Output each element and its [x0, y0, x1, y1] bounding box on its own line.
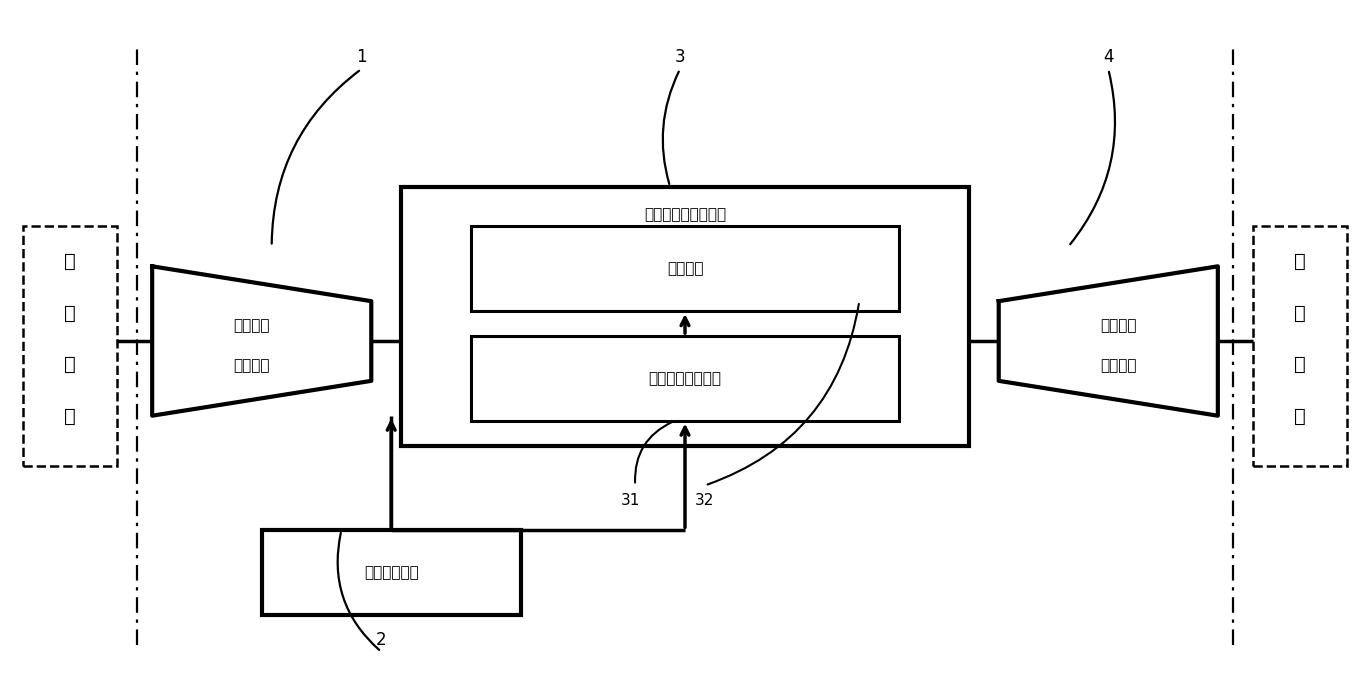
Text: 分: 分 [1295, 304, 1306, 322]
Bar [1252, 226, 1347, 466]
Text: 3: 3 [674, 48, 685, 66]
Text: 输: 输 [64, 355, 75, 375]
Text: 差: 差 [1295, 252, 1306, 271]
Bar [471, 336, 899, 421]
Text: 时钟处理单元: 时钟处理单元 [364, 565, 419, 580]
Text: 入: 入 [64, 407, 75, 426]
Text: 32: 32 [695, 493, 715, 508]
Text: 1: 1 [356, 48, 367, 66]
Text: 输: 输 [1295, 355, 1306, 375]
Bar [401, 187, 969, 446]
Text: 分: 分 [64, 304, 75, 322]
Text: 31: 31 [621, 493, 640, 508]
Bar [262, 530, 521, 615]
Polygon shape [999, 266, 1218, 416]
Text: 4: 4 [1103, 48, 1114, 66]
Text: 压缓冲器: 压缓冲器 [233, 358, 270, 373]
Bar [23, 226, 118, 466]
Polygon shape [152, 266, 371, 416]
Text: 压缓冲器: 压缓冲器 [1100, 358, 1137, 373]
Text: 差: 差 [64, 252, 75, 271]
Text: 第一级电: 第一级电 [233, 318, 270, 333]
Text: 第二级电: 第二级电 [1100, 318, 1137, 333]
Text: 电压自举单元电路: 电压自举单元电路 [648, 371, 722, 386]
Text: 2: 2 [375, 631, 386, 649]
Bar [471, 226, 899, 311]
Text: 采样开关电容子电路: 采样开关电容子电路 [644, 207, 726, 222]
Text: 采样电路: 采样电路 [667, 261, 703, 276]
Text: 出: 出 [1295, 407, 1306, 426]
